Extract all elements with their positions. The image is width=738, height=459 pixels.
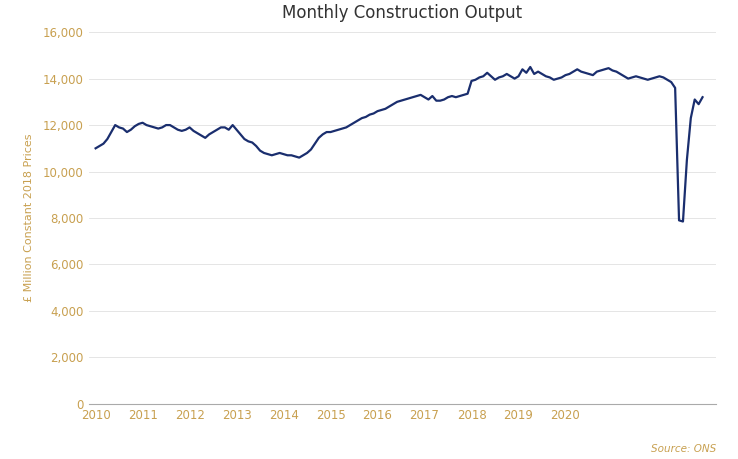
Title: Monthly Construction Output: Monthly Construction Output	[282, 4, 523, 22]
Text: Source: ONS: Source: ONS	[651, 444, 716, 454]
Y-axis label: £ Million Constant 2018 Prices: £ Million Constant 2018 Prices	[24, 134, 35, 302]
